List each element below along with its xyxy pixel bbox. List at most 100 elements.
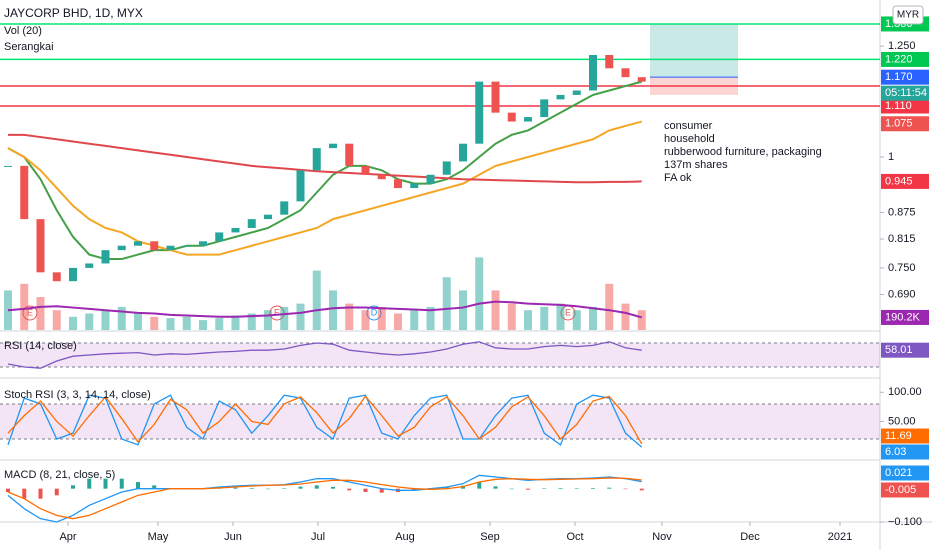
candle xyxy=(296,170,305,202)
histogram-bar xyxy=(152,485,157,489)
candle xyxy=(312,148,321,171)
candle xyxy=(377,174,386,180)
volume-bar xyxy=(36,297,45,330)
histogram-bar xyxy=(38,488,43,499)
price-badge-label: 1.220 xyxy=(885,53,913,65)
candle xyxy=(361,165,370,175)
histogram-bar xyxy=(509,488,514,490)
volume-bar xyxy=(247,313,256,330)
candle xyxy=(329,143,337,149)
histogram-bar xyxy=(136,482,140,489)
x-tick-label: 2021 xyxy=(828,531,852,543)
y-tick-label: 50.00 xyxy=(888,415,916,427)
histogram-bar xyxy=(444,487,449,489)
volume-bar xyxy=(442,277,451,330)
event-label: E xyxy=(27,307,33,317)
annotation-text: FA ok xyxy=(664,172,692,184)
histogram-bar xyxy=(282,488,287,489)
price-badge-label: 1.075 xyxy=(885,118,913,130)
candle xyxy=(540,99,549,118)
histogram-bar xyxy=(477,482,482,489)
volume-bar xyxy=(361,310,370,330)
histogram-bar xyxy=(233,487,238,489)
histogram-bar xyxy=(71,485,75,489)
price-badge-label: 1.170 xyxy=(885,71,913,83)
indicator-badge-label: 58.01 xyxy=(885,344,913,356)
volume-bar xyxy=(264,310,272,330)
histogram-bar xyxy=(87,478,92,489)
volume-bar xyxy=(85,313,94,330)
price-badge xyxy=(881,69,929,85)
moving-average xyxy=(7,80,643,261)
candle xyxy=(52,272,61,282)
volume-bar xyxy=(231,315,240,330)
candle xyxy=(475,81,484,144)
volume-bar xyxy=(377,306,386,330)
candle xyxy=(134,241,142,246)
y-tick-label: 0.815 xyxy=(888,233,916,245)
currency-button[interactable] xyxy=(892,5,924,25)
volume-bar xyxy=(150,316,159,330)
candle xyxy=(215,232,224,242)
indicator-line xyxy=(7,341,642,369)
volume-bar xyxy=(312,270,321,330)
x-tick-label: Dec xyxy=(740,531,760,543)
chart-layer: 1.25010.8750.8150.7500.6901.3001.2201.17… xyxy=(0,16,929,543)
histogram-bar xyxy=(412,488,417,491)
volume-bar xyxy=(572,310,581,330)
volume-bar xyxy=(410,310,419,330)
indicator-label: Vol (20) xyxy=(4,25,42,37)
candle xyxy=(410,183,419,189)
indicator-badge-label: 11.69 xyxy=(885,430,912,442)
price-badge xyxy=(881,51,929,67)
candle xyxy=(85,263,94,268)
event-label: D xyxy=(371,307,378,317)
indicator-line xyxy=(7,395,643,445)
histogram-bar xyxy=(22,488,27,499)
indicator-badge xyxy=(881,444,929,460)
currency-label[interactable]: MYR xyxy=(897,10,919,21)
volume-bar xyxy=(475,257,484,330)
event-label: E xyxy=(274,307,280,317)
macd-badge xyxy=(881,465,929,481)
candle xyxy=(394,179,402,189)
candle xyxy=(556,94,565,100)
x-tick-label: Jun xyxy=(224,531,242,543)
price-badge-label: 1.110 xyxy=(885,100,912,112)
histogram-bar xyxy=(542,488,547,489)
histogram-bar xyxy=(331,487,335,489)
volume-bar xyxy=(637,310,646,330)
x-tick-label: Nov xyxy=(652,531,672,543)
histogram-bar xyxy=(54,488,59,496)
band-fill xyxy=(0,343,880,367)
histogram-bar xyxy=(623,488,628,490)
volume-bar xyxy=(134,313,142,330)
volume-bar xyxy=(280,306,289,330)
histogram-bar xyxy=(119,478,124,489)
volume-bar xyxy=(459,290,467,330)
volume-bar xyxy=(524,310,532,330)
histogram-bar xyxy=(249,488,254,489)
x-tick-label: Sep xyxy=(480,531,500,543)
histogram-bar xyxy=(379,488,384,493)
candle xyxy=(69,267,77,282)
candle xyxy=(426,174,435,184)
volume-bar xyxy=(20,283,29,330)
target-zone xyxy=(650,23,738,78)
y-tick-label: 0.750 xyxy=(888,262,916,274)
histogram-bar xyxy=(347,488,352,491)
histogram-bar xyxy=(639,488,644,491)
histogram-bar xyxy=(558,488,563,489)
histogram-bar xyxy=(574,488,579,489)
y-tick-label: 1.250 xyxy=(888,40,916,52)
y-tick-label: 100.00 xyxy=(888,386,922,398)
x-tick-label: Jul xyxy=(311,531,325,543)
volume-bar xyxy=(52,310,61,330)
candle xyxy=(637,77,646,82)
candle xyxy=(345,143,354,166)
y-tick-label: −0.100 xyxy=(888,516,922,528)
volume-bar xyxy=(394,313,402,330)
indicator-title: MACD (8, 21, close, 5) xyxy=(4,469,115,481)
